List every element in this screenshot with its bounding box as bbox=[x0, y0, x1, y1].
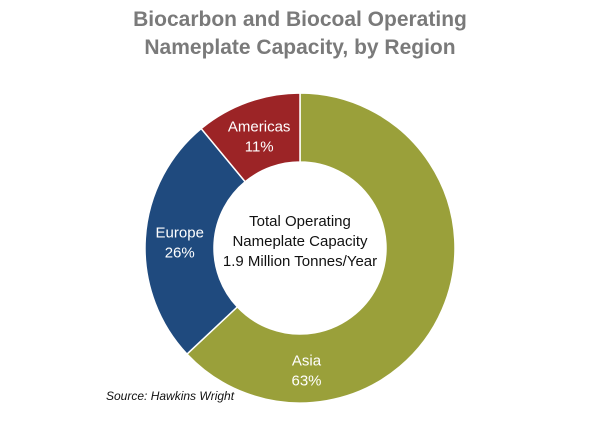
chart-title-line-1: Biocarbon and Biocoal Operating bbox=[133, 8, 467, 31]
center-text-line-3: 1.9 Million Tonnes/Year bbox=[223, 253, 377, 270]
slice-americas bbox=[200, 92, 301, 183]
source-note: Source: Hawkins Wright bbox=[106, 389, 235, 403]
slice-europe bbox=[144, 127, 247, 356]
slice-label-americas: Americas bbox=[228, 119, 291, 136]
slice-label-europe: Europe bbox=[156, 224, 204, 241]
chart-title-line-2: Nameplate Capacity, by Region bbox=[144, 36, 456, 59]
slice-value-europe: 26% bbox=[165, 244, 195, 261]
slice-label-asia: Asia bbox=[292, 352, 322, 369]
slice-value-asia: 63% bbox=[291, 372, 321, 389]
slice-value-americas: 11% bbox=[245, 139, 274, 156]
center-text-line-1: Total Operating bbox=[249, 213, 351, 230]
center-text-line-2: Nameplate Capacity bbox=[232, 233, 368, 250]
slice-asia bbox=[185, 92, 456, 404]
